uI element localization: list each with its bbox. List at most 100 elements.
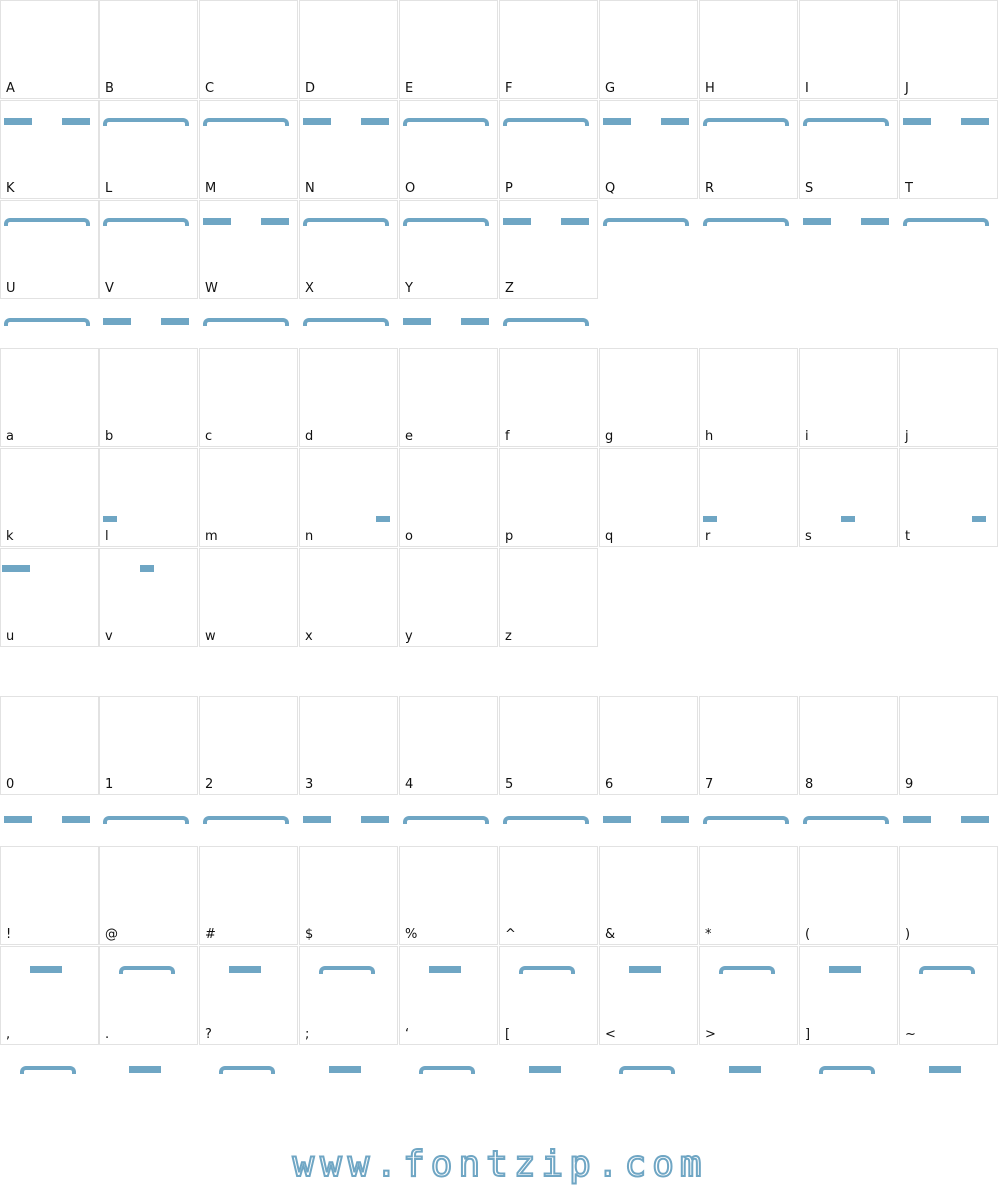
glyph-label: 9: [905, 777, 914, 792]
glyph-shape: [62, 816, 90, 823]
glyph-label: 7: [705, 777, 714, 792]
glyph-cell: P: [499, 100, 598, 199]
glyph-label: F: [505, 81, 513, 96]
glyph-label: Q: [605, 181, 616, 196]
glyph-cell: l: [99, 448, 198, 547]
glyph-label: p: [505, 529, 514, 544]
glyph-cell: u: [0, 548, 99, 647]
glyph-label: ‘: [405, 1027, 410, 1042]
glyph-shape: [319, 966, 375, 974]
glyph-shape: [303, 218, 389, 226]
glyph-cell: ‘: [399, 946, 498, 1045]
glyph-cell: k: [0, 448, 99, 547]
glyph-shape: [703, 218, 789, 226]
glyph-label: g: [605, 429, 614, 444]
glyph-label: K: [6, 181, 15, 196]
glyph-label: D: [305, 81, 316, 96]
glyph-cell: N: [299, 100, 398, 199]
glyph-shape: [303, 816, 331, 823]
glyph-shape: [819, 1066, 875, 1074]
glyph-cell: 1: [99, 696, 198, 795]
glyph-shape: [30, 966, 62, 973]
glyph-label: 8: [805, 777, 814, 792]
glyph-label: $: [305, 927, 314, 942]
glyph-cell: <: [599, 946, 698, 1045]
glyph-label: H: [705, 81, 715, 96]
glyph-cell: ;: [299, 946, 398, 1045]
glyph-cell: v: [99, 548, 198, 647]
glyph-shape: [803, 816, 889, 824]
glyph-cell: a: [0, 348, 99, 447]
glyph-label: ^: [505, 927, 516, 942]
glyph-cell: Y: [399, 200, 498, 299]
glyph-label: m: [205, 529, 218, 544]
glyph-label: %: [405, 927, 418, 942]
glyph-shape: [461, 318, 489, 325]
glyph-label: 1: [105, 777, 114, 792]
glyph-shape: [603, 118, 631, 125]
glyph-shape: [903, 816, 931, 823]
glyph-label: #: [205, 927, 216, 942]
glyph-label: y: [405, 629, 413, 644]
glyph-shape: [703, 516, 717, 522]
glyph-cell: r: [699, 448, 798, 547]
glyph-shape: [2, 565, 30, 572]
glyph-label: e: [405, 429, 413, 444]
glyph-cell: q: [599, 448, 698, 547]
glyph-shape: [376, 516, 390, 522]
glyph-shape: [403, 218, 489, 226]
glyph-label: I: [805, 81, 809, 96]
glyph-shape: [203, 318, 289, 326]
glyph-shape: [4, 218, 90, 226]
glyph-label: !: [6, 927, 12, 942]
glyph-cell: z: [499, 548, 598, 647]
glyph-label: 5: [505, 777, 514, 792]
glyph-label: d: [305, 429, 314, 444]
glyph-label: J: [905, 81, 909, 96]
glyph-cell: E: [399, 0, 498, 99]
glyph-cell: ]: [799, 946, 898, 1045]
glyph-shape: [903, 118, 931, 125]
glyph-label: 4: [405, 777, 414, 792]
glyph-cell: @: [99, 846, 198, 945]
glyph-shape: [403, 118, 489, 126]
glyph-cell: n: [299, 448, 398, 547]
glyph-label: .: [105, 1027, 110, 1042]
glyph-label: C: [205, 81, 215, 96]
glyph-shape: [229, 966, 261, 973]
glyph-cell: .: [99, 946, 198, 1045]
glyph-shape: [619, 1066, 675, 1074]
glyph-shape: [119, 966, 175, 974]
glyph-cell: U: [0, 200, 99, 299]
glyph-label: ?: [205, 1027, 212, 1042]
glyph-shape: [4, 318, 90, 326]
glyph-shape: [703, 816, 789, 824]
glyph-cell: s: [799, 448, 898, 547]
glyph-cell: L: [99, 100, 198, 199]
glyph-shape: [203, 218, 231, 225]
glyph-label: E: [405, 81, 414, 96]
footer-url: www.fontzip.com: [291, 1143, 708, 1186]
glyph-cell: j: [899, 348, 998, 447]
glyph-cell: !: [0, 846, 99, 945]
glyph-cell: b: [99, 348, 198, 447]
glyph-shape: [529, 1066, 561, 1073]
glyph-label: V: [105, 281, 114, 296]
glyph-shape: [161, 318, 189, 325]
glyph-shape: [361, 816, 389, 823]
glyph-label: [: [505, 1027, 511, 1042]
glyph-shape: [841, 516, 855, 522]
glyph-shape: [419, 1066, 475, 1074]
glyph-cell: 6: [599, 696, 698, 795]
glyph-cell: K: [0, 100, 99, 199]
glyph-cell: *: [699, 846, 798, 945]
glyph-label: j: [905, 429, 909, 444]
glyph-cell: O: [399, 100, 498, 199]
glyph-label: S: [805, 181, 814, 196]
glyph-label: v: [105, 629, 113, 644]
glyph-shape: [919, 966, 975, 974]
glyph-cell: 2: [199, 696, 298, 795]
glyph-shape: [103, 318, 131, 325]
glyph-label: b: [105, 429, 114, 444]
glyph-label: q: [605, 529, 614, 544]
